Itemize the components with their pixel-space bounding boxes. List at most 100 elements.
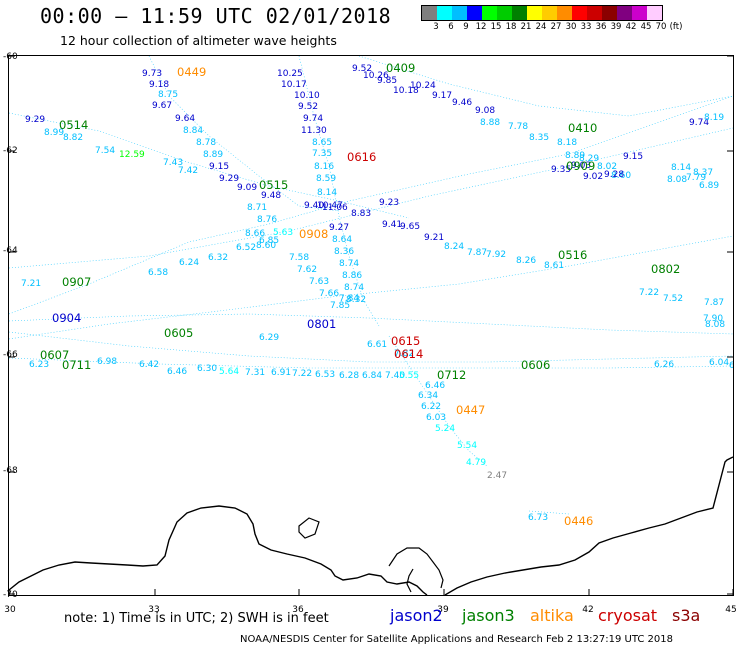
scale-swatch: [647, 6, 662, 20]
swh-reading: 9.74: [303, 114, 323, 124]
swh-reading: 9.52: [352, 64, 372, 74]
footnote: note: 1) Time is in UTC; 2) SWH is in fe…: [64, 611, 329, 626]
satellite-track: [298, 55, 380, 327]
swh-reading: 8.02: [597, 162, 617, 172]
swh-reading: 7.42: [178, 166, 198, 176]
swh-reading: 8.88: [480, 118, 500, 128]
swh-reading: 9.29: [219, 174, 239, 184]
pass-time-label: 0605: [164, 326, 193, 340]
swh-reading: 9.15: [623, 152, 643, 162]
swh-reading: 9.21: [424, 233, 444, 243]
satellite-track: [8, 357, 734, 369]
satellite-track: [148, 55, 340, 212]
coastline-bay: [298, 517, 320, 539]
pass-time-label: 0801: [307, 317, 336, 331]
scale-label: 3: [433, 22, 439, 32]
swh-reading: 6.61: [367, 340, 387, 350]
swh-reading: 10.25: [277, 69, 303, 79]
swh-reading: 8.60: [611, 171, 631, 181]
swh-reading: 8.71: [247, 203, 267, 213]
swh-reading: 9.02: [583, 172, 603, 182]
scale-label: 42: [625, 22, 637, 32]
swh-reading: 8.99: [44, 128, 64, 138]
swh-reading: 6.29: [259, 333, 279, 343]
longitude-label: 30: [4, 605, 16, 615]
swh-reading: 10.10: [294, 91, 320, 101]
swh-reading: 6.53: [315, 370, 335, 380]
page-title: 00:00 – 11:59 UTC 02/01/2018: [40, 4, 392, 28]
swh-reading: 8.76: [257, 215, 277, 225]
scale-swatch: [467, 6, 482, 20]
swh-reading: 8.89: [565, 151, 585, 161]
satellite-track: [528, 510, 570, 515]
satellite-track: [358, 55, 734, 117]
swh-reading: 6.34: [418, 391, 438, 401]
swh-reading: 12.59: [119, 150, 145, 160]
swh-reading: 8.24: [444, 242, 464, 252]
swh-reading: 7.35: [312, 149, 332, 159]
latitude-label: -60: [3, 52, 18, 62]
longitude-label: 45: [725, 605, 737, 615]
scale-swatch: [527, 6, 542, 20]
pass-time-label: 0446: [564, 514, 593, 528]
swh-reading: 7.85: [330, 301, 350, 311]
scale-label: 30: [565, 22, 577, 32]
scale-swatch: [542, 6, 557, 20]
scale-swatch: [482, 6, 497, 20]
swh-reading: 9.28: [604, 170, 624, 180]
swh-reading: 7.92: [486, 250, 506, 260]
pass-time-label: 0907: [62, 275, 91, 289]
longitude-label: 36: [292, 605, 304, 615]
pass-time-label: 0711: [62, 358, 91, 372]
swh-reading: 8.83: [351, 209, 371, 219]
swh-reading: 9.40: [304, 201, 324, 211]
swh-reading: 6.26: [654, 360, 674, 370]
swh-reading: 9.09: [237, 183, 257, 193]
legend-s3a: s3a: [672, 606, 701, 625]
swh-reading: 6.73: [528, 513, 548, 523]
latitude-label: -68: [3, 466, 18, 476]
scale-label: 12: [475, 22, 487, 32]
legend-altika: altika: [530, 606, 574, 625]
swh-reading: 9.23: [379, 198, 399, 208]
swh-reading: 7.78: [508, 122, 528, 132]
swh-reading: 8.64: [332, 235, 352, 245]
swh-reading: 8.37: [693, 168, 713, 178]
pass-time-label: 0409: [386, 61, 415, 75]
scale-label: 24: [535, 22, 547, 32]
pass-time-label: 0447: [456, 403, 485, 417]
scale-label: 18: [505, 22, 517, 32]
swh-reading: 7.40: [385, 371, 405, 381]
swh-reading: 9.48: [261, 191, 281, 201]
coastline-inlet: [388, 547, 444, 589]
swh-reading: 9.15: [209, 162, 229, 172]
pass-time-label: 0449: [177, 65, 206, 79]
swh-reading: 4.79: [466, 458, 486, 468]
swh-reading: 7.63: [309, 277, 329, 287]
swh-reading: 9.85: [377, 76, 397, 86]
swh-reading: 8.59: [316, 174, 336, 184]
swh-reading: 6.03: [426, 413, 446, 423]
swh-readings: 9.739.188.759.679.64 8.84 8.78 8.89 9.15 9.29…: [21, 64, 740, 523]
wave-height-color-scale: 3 6 9 12 15 18 21 24 27 30 33 36 39 42 45 70 (ft): [421, 5, 682, 32]
swh-reading: 7.90: [703, 314, 723, 324]
scale-swatch: [587, 6, 602, 20]
credit-line: NOAA/NESDIS Center for Satellite Applica…: [240, 634, 673, 645]
swh-reading: 9.67: [152, 101, 172, 111]
swh-reading: 8.36: [334, 247, 354, 257]
latitude-label: -62: [3, 146, 18, 156]
satellite-track: [8, 112, 410, 219]
swh-reading: 9.41: [382, 220, 402, 230]
swh-reading: 6.52: [236, 243, 256, 253]
swh-reading: 6.30: [197, 364, 217, 374]
scale-swatch: [557, 6, 572, 20]
latitude-label: -64: [3, 246, 18, 256]
swh-reading: 6.30: [729, 361, 733, 371]
satellite-track: [388, 335, 488, 467]
swh-reading: 9.08: [475, 106, 495, 116]
swh-reading: 6.32: [208, 253, 228, 263]
swh-reading: 6.98: [97, 357, 117, 367]
pass-time-label: 0909: [566, 159, 595, 173]
latitude-label: -66: [3, 350, 18, 360]
graticule: [8, 55, 734, 595]
